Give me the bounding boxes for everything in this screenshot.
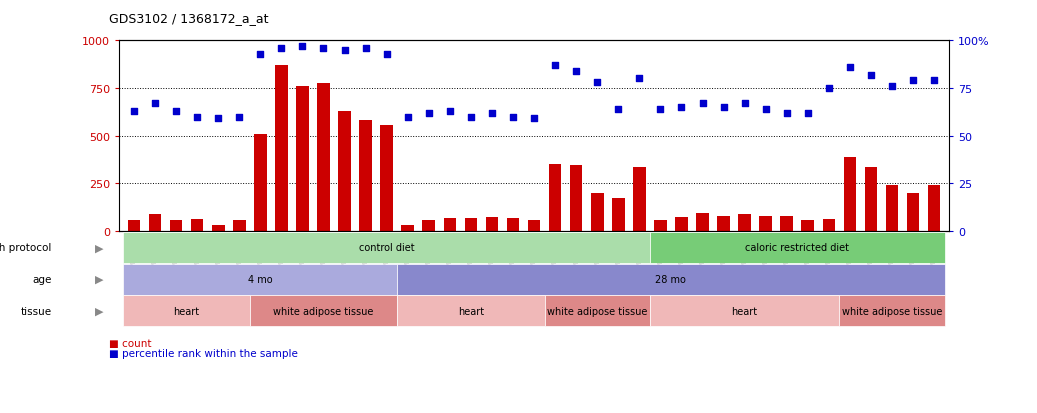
Bar xyxy=(317,84,330,231)
Text: heart: heart xyxy=(457,306,484,316)
Text: caloric restricted diet: caloric restricted diet xyxy=(746,242,849,253)
Text: ▶: ▶ xyxy=(95,242,104,253)
Bar xyxy=(759,216,772,231)
Point xyxy=(125,108,142,115)
Bar xyxy=(528,221,540,231)
Bar xyxy=(191,220,203,231)
Point xyxy=(231,114,248,121)
Text: 4 mo: 4 mo xyxy=(248,274,273,285)
Point xyxy=(295,44,311,50)
Bar xyxy=(465,218,477,231)
Bar xyxy=(148,214,162,231)
Point xyxy=(589,80,606,86)
Point xyxy=(379,51,395,58)
Point xyxy=(463,114,479,121)
Bar xyxy=(718,216,730,231)
Bar xyxy=(549,165,561,231)
Bar xyxy=(422,221,436,231)
Point xyxy=(526,116,542,123)
Point xyxy=(505,114,522,121)
Bar xyxy=(570,166,583,231)
Text: ▶: ▶ xyxy=(95,274,104,285)
Text: growth protocol: growth protocol xyxy=(0,242,52,253)
Bar xyxy=(591,193,604,231)
Bar xyxy=(275,66,287,231)
Text: white adipose tissue: white adipose tissue xyxy=(842,306,943,316)
Bar xyxy=(359,121,372,231)
Point xyxy=(610,107,626,113)
Point xyxy=(209,116,226,123)
Point xyxy=(168,108,185,115)
Point xyxy=(694,101,710,107)
Point xyxy=(189,114,205,121)
Text: heart: heart xyxy=(731,306,758,316)
Point xyxy=(420,110,437,117)
Text: control diet: control diet xyxy=(359,242,415,253)
Point xyxy=(716,104,732,111)
Text: age: age xyxy=(32,274,52,285)
Bar xyxy=(781,216,793,231)
Point xyxy=(568,69,585,75)
Bar xyxy=(906,193,920,231)
Text: white adipose tissue: white adipose tissue xyxy=(548,306,647,316)
Point xyxy=(358,45,374,52)
Text: GDS3102 / 1368172_a_at: GDS3102 / 1368172_a_at xyxy=(109,12,269,25)
Bar xyxy=(233,221,246,231)
Bar xyxy=(485,217,498,231)
Point xyxy=(736,101,753,107)
Bar xyxy=(254,134,267,231)
Point xyxy=(757,107,774,113)
Point xyxy=(147,101,164,107)
Point xyxy=(904,78,921,85)
Bar xyxy=(507,218,520,231)
Point xyxy=(273,45,289,52)
Point xyxy=(336,47,353,54)
Point xyxy=(842,64,859,71)
Bar xyxy=(212,225,225,231)
Point xyxy=(652,107,669,113)
Point xyxy=(442,108,458,115)
Bar xyxy=(128,221,140,231)
Text: ▶: ▶ xyxy=(95,306,104,316)
Bar xyxy=(865,168,877,231)
Bar xyxy=(738,214,751,231)
Text: heart: heart xyxy=(173,306,200,316)
Point xyxy=(863,72,879,79)
Bar xyxy=(822,220,835,231)
Point xyxy=(632,76,648,83)
Bar xyxy=(928,186,941,231)
Point xyxy=(546,63,563,69)
Point xyxy=(820,85,837,92)
Text: 28 mo: 28 mo xyxy=(655,274,686,285)
Bar xyxy=(675,217,688,231)
Text: ■ count: ■ count xyxy=(109,338,151,348)
Point xyxy=(399,114,416,121)
Bar xyxy=(170,221,183,231)
Point xyxy=(483,110,500,117)
Point xyxy=(926,78,943,85)
Bar xyxy=(401,225,414,231)
Bar xyxy=(633,168,646,231)
Point xyxy=(779,110,795,117)
Bar xyxy=(612,199,624,231)
Bar xyxy=(886,186,898,231)
Point xyxy=(252,51,269,58)
Bar xyxy=(338,112,351,231)
Text: white adipose tissue: white adipose tissue xyxy=(274,306,373,316)
Point xyxy=(800,110,816,117)
Point xyxy=(673,104,690,111)
Bar xyxy=(802,221,814,231)
Point xyxy=(315,45,332,52)
Text: ■ percentile rank within the sample: ■ percentile rank within the sample xyxy=(109,349,298,358)
Bar xyxy=(444,219,456,231)
Bar xyxy=(381,126,393,231)
Bar xyxy=(843,157,857,231)
Bar xyxy=(654,221,667,231)
Bar xyxy=(696,213,709,231)
Point xyxy=(884,83,900,90)
Text: tissue: tissue xyxy=(21,306,52,316)
Bar xyxy=(297,87,309,231)
